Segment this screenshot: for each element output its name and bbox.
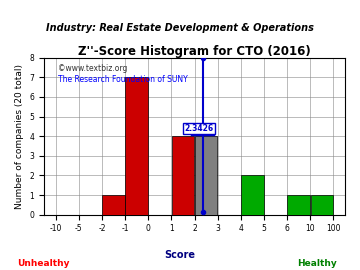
Bar bbox=[311, 195, 333, 215]
Text: ©www.textbiz.org: ©www.textbiz.org bbox=[58, 64, 127, 73]
Y-axis label: Number of companies (20 total): Number of companies (20 total) bbox=[15, 64, 24, 209]
Text: Score: Score bbox=[165, 250, 195, 260]
Text: The Research Foundation of SUNY: The Research Foundation of SUNY bbox=[58, 75, 188, 84]
Text: Industry: Real Estate Development & Operations: Industry: Real Estate Development & Oper… bbox=[46, 23, 314, 33]
Bar bbox=[102, 195, 125, 215]
Bar bbox=[125, 77, 148, 215]
Text: Healthy: Healthy bbox=[297, 259, 337, 268]
Bar bbox=[172, 136, 194, 215]
Bar bbox=[287, 195, 310, 215]
Text: Unhealthy: Unhealthy bbox=[17, 259, 69, 268]
Bar bbox=[195, 136, 217, 215]
Bar bbox=[241, 176, 264, 215]
Text: 2.3426: 2.3426 bbox=[184, 124, 213, 133]
Title: Z''-Score Histogram for CTO (2016): Z''-Score Histogram for CTO (2016) bbox=[78, 45, 311, 58]
